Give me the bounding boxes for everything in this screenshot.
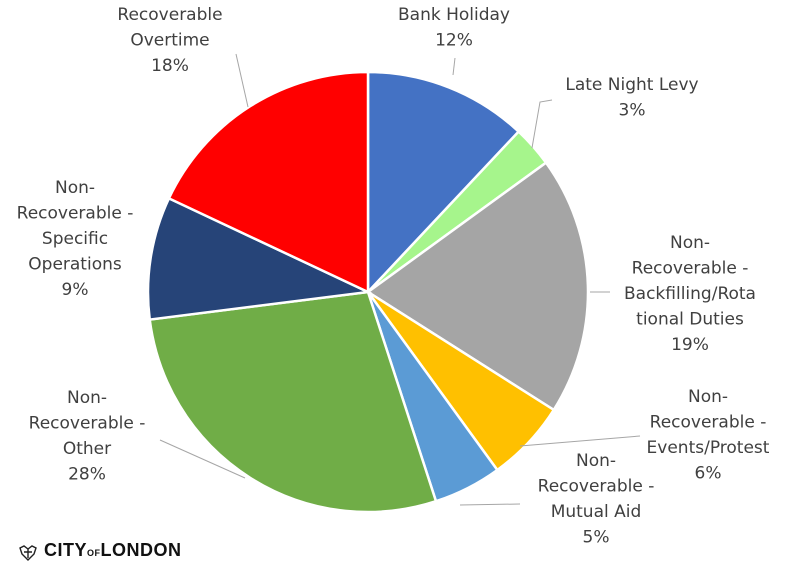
slice-label-line: tional Duties — [636, 310, 744, 330]
slice-label-line: Recoverable — [117, 5, 222, 25]
pie-slice — [365, 160, 590, 412]
leader-line — [159, 439, 246, 479]
slice-label-line: Bank Holiday — [398, 5, 510, 25]
leader-line — [459, 503, 521, 506]
leader-line — [531, 99, 553, 149]
slice-label: Non- Recoverable - Other 28% — [29, 388, 146, 485]
pie-slice — [146, 196, 373, 321]
slice-label-line: Non- — [688, 387, 728, 407]
slice-label-line: Recoverable - — [632, 259, 749, 279]
city-of-london-logo: CITYOFLONDON — [18, 540, 182, 562]
pie-slice — [148, 290, 438, 514]
slice-label-line: Recoverable - — [17, 204, 134, 224]
pie-slice — [366, 70, 521, 296]
leader-line — [235, 53, 249, 108]
slice-label-line: Recoverable - — [29, 414, 146, 434]
slice-label-line: Late Night Levy — [565, 75, 698, 95]
slice-percent: 6% — [695, 464, 722, 484]
slice-label: Recoverable Overtime 18% — [117, 5, 222, 76]
slice-percent: 18% — [151, 56, 189, 76]
slice-label-line: Backfilling/Rota — [624, 284, 756, 304]
slice-label-line: Overtime — [130, 31, 209, 51]
leader-line — [452, 57, 456, 76]
slice-label-line: Mutual Aid — [551, 502, 642, 522]
slice-percent: 9% — [62, 280, 89, 300]
slice-label-line: Events/Protest — [647, 438, 770, 458]
slice-label-line: Other — [63, 439, 111, 459]
pie-slices — [146, 70, 590, 514]
city-crest-icon — [19, 545, 37, 561]
slice-label-line: Recoverable - — [538, 477, 655, 497]
pie-slice — [167, 70, 370, 294]
slice-label-line: Operations — [28, 255, 122, 275]
slice-label-line: Specific — [42, 229, 108, 249]
slice-labels: Bank Holiday 12% Late Night Levy 3% Non- Reco… — [17, 5, 770, 548]
leader-line — [519, 435, 641, 447]
slice-label-line: Non- — [576, 451, 616, 471]
slice-label-line: Non- — [55, 178, 95, 198]
slice-label: Late Night Levy 3% — [565, 75, 698, 121]
slice-label: Non- Recoverable - Specific Operations 9% — [17, 178, 134, 300]
slice-percent: 12% — [435, 31, 473, 51]
leader-lines — [159, 53, 641, 506]
slice-label: Non- Recoverable - Events/Protest 6% — [647, 387, 770, 484]
slice-label: Bank Holiday 12% — [398, 5, 510, 51]
slice-label: Non- Recoverable - Mutual Aid 5% — [538, 451, 655, 548]
slice-percent: 5% — [583, 528, 610, 548]
slice-percent: 3% — [619, 101, 646, 121]
slice-label-line: Non- — [670, 233, 710, 253]
slice-label-line: Recoverable - — [650, 413, 767, 433]
slice-label: Non- Recoverable - Backfilling/Rota tional … — [624, 233, 756, 355]
slice-percent: 28% — [68, 465, 106, 485]
slice-percent: 19% — [671, 335, 709, 355]
logo-wordmark: CITYOFLONDON — [44, 540, 182, 560]
slice-label-line: Non- — [67, 388, 107, 408]
